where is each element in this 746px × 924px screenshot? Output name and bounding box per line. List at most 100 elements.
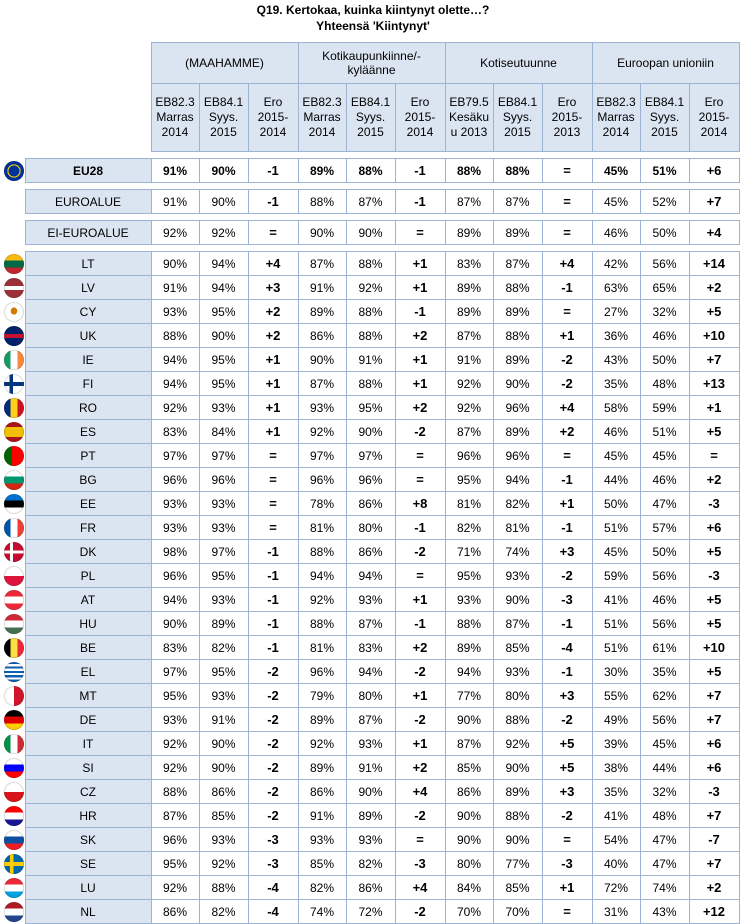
percent-cell: 93% bbox=[198, 827, 249, 852]
percent-cell: 86% bbox=[198, 779, 249, 804]
percent-cell: 93% bbox=[492, 659, 543, 684]
percent-cell: 87% bbox=[444, 731, 494, 756]
percent-cell: 78% bbox=[297, 491, 347, 516]
column-header: Ero 2015-2014 bbox=[394, 83, 446, 152]
results-table: (MAAHAMME) Kotikaupunkiinne/-kyläänne Ko… bbox=[1, 42, 740, 924]
percent-cell: 88% bbox=[345, 323, 396, 348]
percent-cell: 61% bbox=[639, 635, 690, 660]
row-label: PT bbox=[24, 443, 152, 468]
percent-cell: 86% bbox=[150, 899, 200, 924]
percent-cell: 93% bbox=[150, 491, 200, 516]
percent-cell: 93% bbox=[345, 731, 396, 756]
difference-cell: +2 bbox=[541, 419, 593, 444]
row-label: CZ bbox=[24, 779, 152, 804]
percent-cell: 57% bbox=[639, 515, 690, 540]
row-label: DE bbox=[24, 707, 152, 732]
flag-cell bbox=[1, 420, 25, 444]
difference-cell: -2 bbox=[247, 731, 299, 756]
table-row: EUROALUE 91% 90% -1 88% 87% -1 87% 87% = 45% 52% +7 bbox=[1, 189, 740, 214]
difference-cell: -1 bbox=[247, 587, 299, 612]
flag-icon-bg bbox=[4, 469, 24, 490]
difference-cell: -1 bbox=[394, 299, 446, 324]
difference-cell: +2 bbox=[688, 467, 740, 492]
difference-cell: -3 bbox=[688, 779, 740, 804]
row-label: MT bbox=[24, 683, 152, 708]
flag-icon-cz bbox=[4, 781, 24, 802]
percent-cell: 91% bbox=[345, 755, 396, 780]
percent-cell: 38% bbox=[591, 755, 641, 780]
difference-cell: -2 bbox=[394, 803, 446, 828]
percent-cell: 45% bbox=[639, 731, 690, 756]
difference-cell: +2 bbox=[394, 755, 446, 780]
flag-cell bbox=[1, 516, 25, 540]
percent-cell: 87% bbox=[444, 323, 494, 348]
difference-cell: -2 bbox=[541, 347, 593, 372]
difference-cell: +2 bbox=[688, 875, 740, 900]
group-header-eu: Euroopan unioniin bbox=[591, 42, 740, 84]
percent-cell: 88% bbox=[345, 371, 396, 396]
table-row: PL 96% 95% -1 94% 94% = 95% 93% -2 59% 56% -3 bbox=[1, 563, 740, 588]
flag-icon-ie bbox=[4, 349, 24, 370]
percent-cell: 96% bbox=[492, 395, 543, 420]
flag-cell bbox=[1, 300, 25, 324]
table-row: LT 90% 94% +4 87% 88% +1 83% 87% +4 42% 56% +14 bbox=[1, 251, 740, 276]
percent-cell: 89% bbox=[297, 707, 347, 732]
table-row: HU 90% 89% -1 88% 87% -1 88% 87% -1 51% 56% +5 bbox=[1, 611, 740, 636]
percent-cell: 59% bbox=[639, 395, 690, 420]
percent-cell: 89% bbox=[492, 779, 543, 804]
flag-icon-fr bbox=[4, 517, 24, 538]
difference-cell: -1 bbox=[394, 158, 446, 183]
flag-icon-mt bbox=[4, 685, 24, 706]
row-label: SI bbox=[24, 755, 152, 780]
flag-cell bbox=[1, 852, 25, 876]
percent-cell: 74% bbox=[297, 899, 347, 924]
percent-cell: 88% bbox=[492, 707, 543, 732]
percent-cell: 74% bbox=[639, 875, 690, 900]
percent-cell: 94% bbox=[150, 371, 200, 396]
percent-cell: 82% bbox=[198, 635, 249, 660]
table-row: EL 97% 95% -2 96% 94% -2 94% 93% -1 30% 35% +5 bbox=[1, 659, 740, 684]
percent-cell: 45% bbox=[591, 539, 641, 564]
percent-cell: 91% bbox=[150, 275, 200, 300]
percent-cell: 95% bbox=[198, 347, 249, 372]
percent-cell: 90% bbox=[345, 220, 396, 245]
row-label: HU bbox=[24, 611, 152, 636]
percent-cell: 88% bbox=[150, 323, 200, 348]
flag-cell bbox=[1, 159, 25, 183]
difference-cell: +3 bbox=[541, 539, 593, 564]
percent-cell: 93% bbox=[297, 827, 347, 852]
percent-cell: 93% bbox=[150, 707, 200, 732]
percent-cell: 93% bbox=[198, 587, 249, 612]
percent-cell: 86% bbox=[345, 875, 396, 900]
percent-cell: 97% bbox=[150, 443, 200, 468]
difference-cell: +12 bbox=[688, 899, 740, 924]
difference-cell: -1 bbox=[247, 563, 299, 588]
percent-cell: 89% bbox=[345, 803, 396, 828]
difference-cell: +5 bbox=[688, 587, 740, 612]
table-row: FI 94% 95% +1 87% 88% +1 92% 90% -2 35% 48% +13 bbox=[1, 371, 740, 396]
difference-cell: = bbox=[541, 299, 593, 324]
percent-cell: 87% bbox=[492, 251, 543, 276]
percent-cell: 87% bbox=[492, 611, 543, 636]
percent-cell: 87% bbox=[345, 189, 396, 214]
percent-cell: 90% bbox=[198, 189, 249, 214]
percent-cell: 89% bbox=[492, 299, 543, 324]
difference-cell: -1 bbox=[394, 611, 446, 636]
difference-cell: +1 bbox=[394, 683, 446, 708]
percent-cell: 81% bbox=[444, 491, 494, 516]
table-row: UK 88% 90% +2 86% 88% +2 87% 88% +1 36% 46% +10 bbox=[1, 323, 740, 348]
table-row: SI 92% 90% -2 89% 91% +2 85% 90% +5 38% 44% +6 bbox=[1, 755, 740, 780]
percent-cell: 96% bbox=[345, 467, 396, 492]
percent-cell: 46% bbox=[639, 323, 690, 348]
difference-cell: +6 bbox=[688, 755, 740, 780]
difference-cell: +1 bbox=[247, 347, 299, 372]
percent-cell: 62% bbox=[639, 683, 690, 708]
percent-cell: 93% bbox=[345, 827, 396, 852]
percent-cell: 90% bbox=[150, 251, 200, 276]
percent-cell: 98% bbox=[150, 539, 200, 564]
difference-cell: = bbox=[394, 220, 446, 245]
percent-cell: 82% bbox=[345, 851, 396, 876]
row-label: FI bbox=[24, 371, 152, 396]
difference-cell: +5 bbox=[688, 659, 740, 684]
difference-cell: -4 bbox=[541, 635, 593, 660]
